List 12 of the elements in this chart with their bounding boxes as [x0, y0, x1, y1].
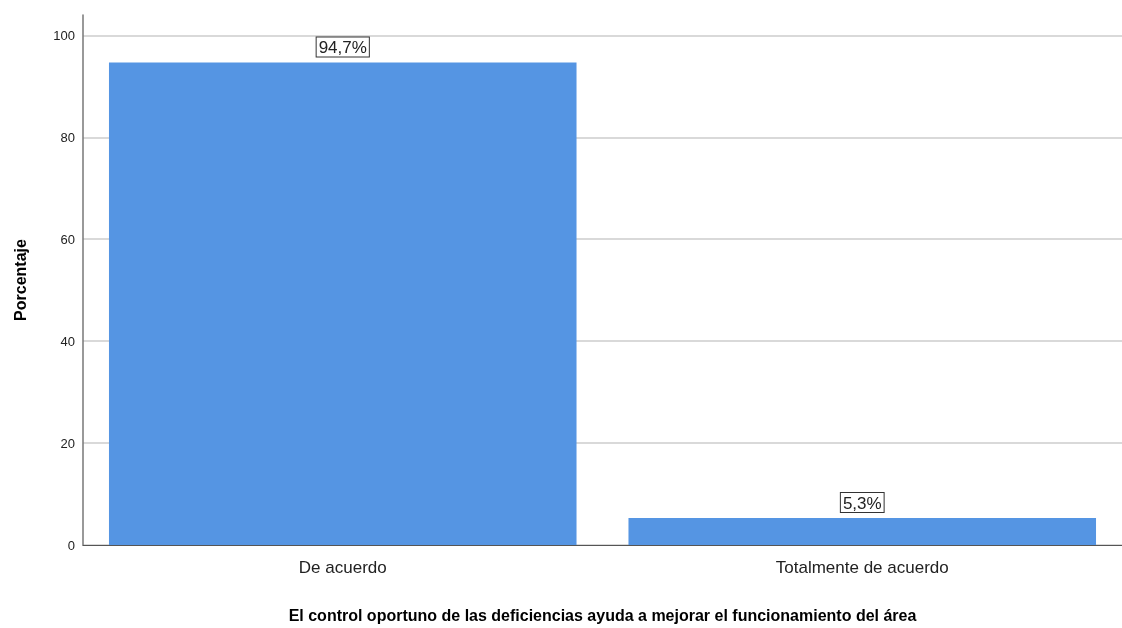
y-axis-title: Porcentaje — [11, 238, 29, 321]
y-tick-label: 20 — [60, 435, 75, 451]
y-tick-label: 80 — [60, 129, 75, 145]
x-tick-label: Totalmente de acuerdo — [775, 558, 949, 577]
data-label: 94,7% — [318, 38, 367, 58]
x-tick-label: De acuerdo — [298, 558, 387, 577]
x-axis-title: El control oportuno de las deficiencias ayuda a mejorar el funcionamiento del área — [288, 606, 917, 624]
y-tick-label: 100 — [53, 27, 75, 43]
y-tick-label: 40 — [60, 333, 75, 349]
y-tick-label: 60 — [60, 231, 75, 247]
data-label: 5,3% — [842, 493, 882, 513]
y-tick-label: 0 — [67, 537, 75, 553]
